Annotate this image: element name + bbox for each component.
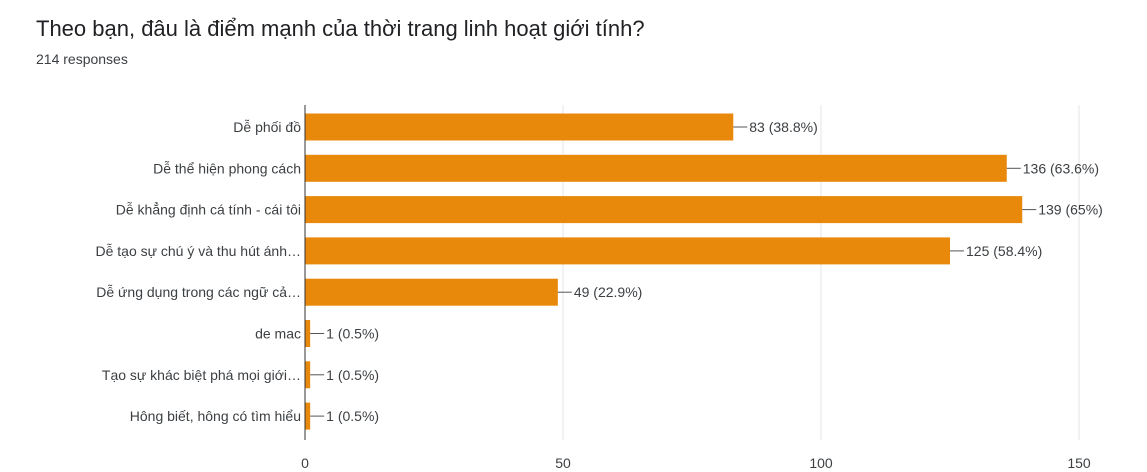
category-label: Dễ phối đồ bbox=[233, 119, 301, 135]
bar bbox=[305, 361, 311, 389]
category-label: Dễ tạo sự chú ý và thu hút ánh… bbox=[96, 243, 302, 259]
bar bbox=[305, 196, 1023, 224]
value-label: 1 (0.5%) bbox=[326, 326, 379, 342]
x-tick-label: 150 bbox=[1067, 455, 1091, 471]
value-label: 1 (0.5%) bbox=[326, 367, 379, 383]
category-label: Dễ thể hiện phong cách bbox=[153, 160, 301, 176]
value-label: 125 (58.4%) bbox=[966, 243, 1042, 259]
value-label: 83 (38.8%) bbox=[749, 119, 817, 135]
bar bbox=[305, 154, 1007, 182]
bar bbox=[305, 402, 311, 430]
response-count: 214 responses bbox=[36, 51, 128, 67]
bar bbox=[305, 320, 311, 347]
x-tick-label: 100 bbox=[809, 455, 833, 471]
bar bbox=[305, 237, 950, 265]
x-tick-label: 50 bbox=[555, 455, 571, 471]
category-label: Hông biết, hông có tìm hiểu bbox=[130, 408, 301, 424]
value-label: 1 (0.5%) bbox=[326, 408, 379, 424]
x-tick-label: 0 bbox=[301, 455, 309, 471]
value-label: 136 (63.6%) bbox=[1023, 160, 1099, 176]
bar bbox=[305, 113, 734, 141]
value-label: 49 (22.9%) bbox=[574, 284, 642, 300]
category-label: Tạo sự khác biệt phá mọi giới… bbox=[102, 367, 301, 383]
category-label: Dễ ứng dụng trong các ngữ cả… bbox=[96, 284, 301, 300]
value-label: 139 (65%) bbox=[1038, 202, 1103, 218]
chart-title: Theo bạn, đâu là điểm mạnh của thời tran… bbox=[36, 16, 645, 41]
category-label: de mac bbox=[255, 326, 301, 342]
category-label: Dễ khẳng định cá tính - cái tôi bbox=[116, 201, 301, 218]
bar bbox=[305, 278, 558, 306]
